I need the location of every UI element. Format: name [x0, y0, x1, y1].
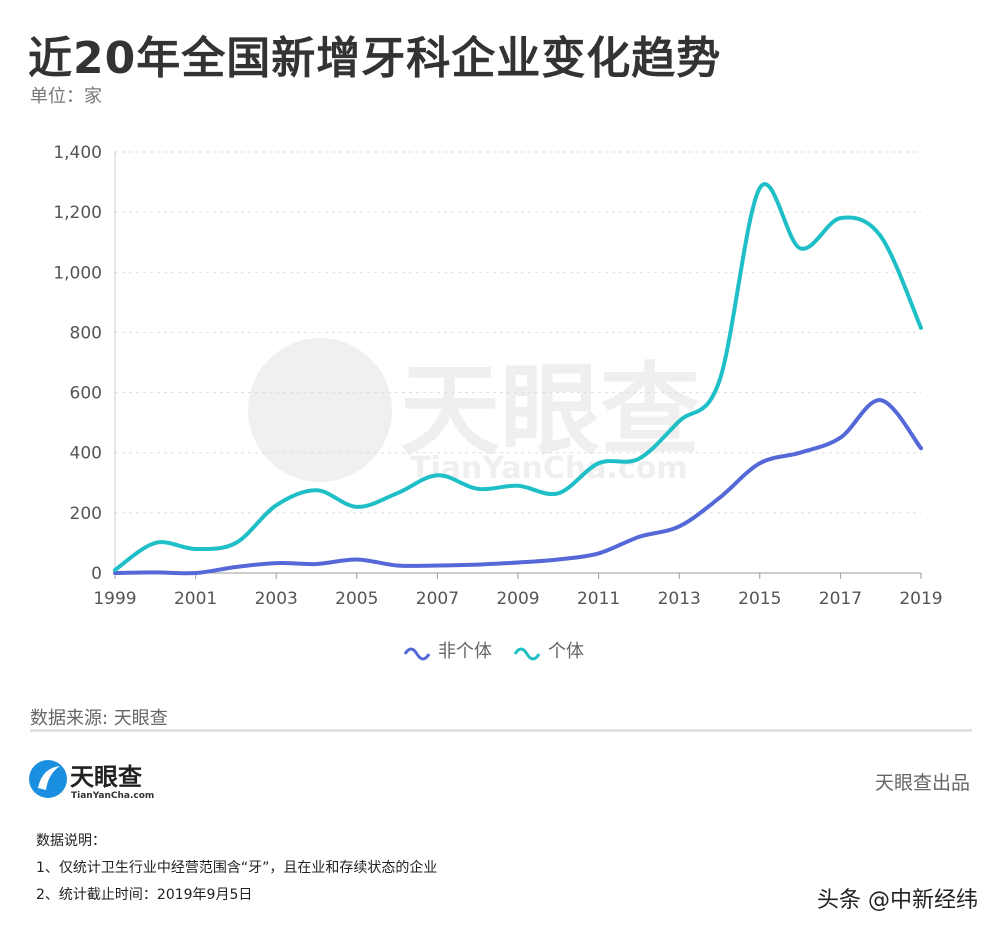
legend-label-1: 个体 [548, 641, 584, 662]
x-tick-label: 2015 [738, 589, 781, 609]
series-line-0 [113, 398, 923, 576]
y-tick-label: 0 [91, 564, 102, 584]
note-1: 1、仅统计卫生行业中经营范围含“牙”，且在业和存续状态的企业 [36, 860, 438, 876]
y-tick-label: 1,000 [53, 263, 102, 283]
chart-watermark: 天眼查 TianYanCha.com [248, 338, 700, 486]
x-tick-label: 2011 [577, 589, 620, 609]
data-source: 数据来源: 天眼查 [30, 708, 168, 729]
credit-watermark: 头条 @中新经纬 [817, 888, 978, 913]
y-tick-label: 1,200 [53, 203, 102, 223]
x-tick-label: 2009 [496, 589, 539, 609]
x-tick-label: 2007 [416, 589, 459, 609]
legend-swatch-1 [513, 647, 541, 661]
legend-swatch-0 [403, 647, 431, 661]
legend-label-0: 非个体 [438, 641, 492, 662]
x-tick-label: 2019 [899, 589, 942, 609]
x-tick-label: 2013 [658, 589, 701, 609]
x-tick-label: 1999 [93, 589, 136, 609]
svg-text:天眼查: 天眼查 [70, 763, 142, 791]
y-tick-label: 400 [70, 444, 102, 464]
brand-label: 天眼查出品 [874, 772, 970, 794]
line-chart: 天眼查 TianYanCha.com 0 200 400 600 800 1,000 1,2… [53, 143, 942, 662]
data-notes: 数据说明： 1、仅统计卫生行业中经营范围含“牙”，且在业和存续状态的企业 2、统… [36, 828, 437, 909]
series-line-1 [113, 182, 923, 572]
notes-title: 数据说明： [36, 833, 106, 849]
y-tick-label: 600 [70, 384, 102, 404]
y-tick-label: 1,400 [53, 143, 102, 163]
svg-text:TianYanCha.com: TianYanCha.com [71, 791, 154, 801]
x-tick-label: 2001 [174, 589, 217, 609]
y-tick-label: 200 [70, 504, 102, 524]
x-tick-label: 2005 [335, 589, 378, 609]
x-tick-label: 2017 [819, 589, 862, 609]
note-2: 2、统计截止时间：2019年9月5日 [36, 887, 253, 903]
unit-label: 单位：家 [30, 86, 102, 107]
page-title: 近20年全国新增牙科企业变化趋势 [28, 33, 722, 84]
x-tick-label: 2003 [255, 589, 298, 609]
divider [30, 729, 972, 732]
y-tick-label: 800 [70, 323, 102, 343]
tianyancha-logo: 天眼查 TianYanCha.com [28, 758, 178, 806]
